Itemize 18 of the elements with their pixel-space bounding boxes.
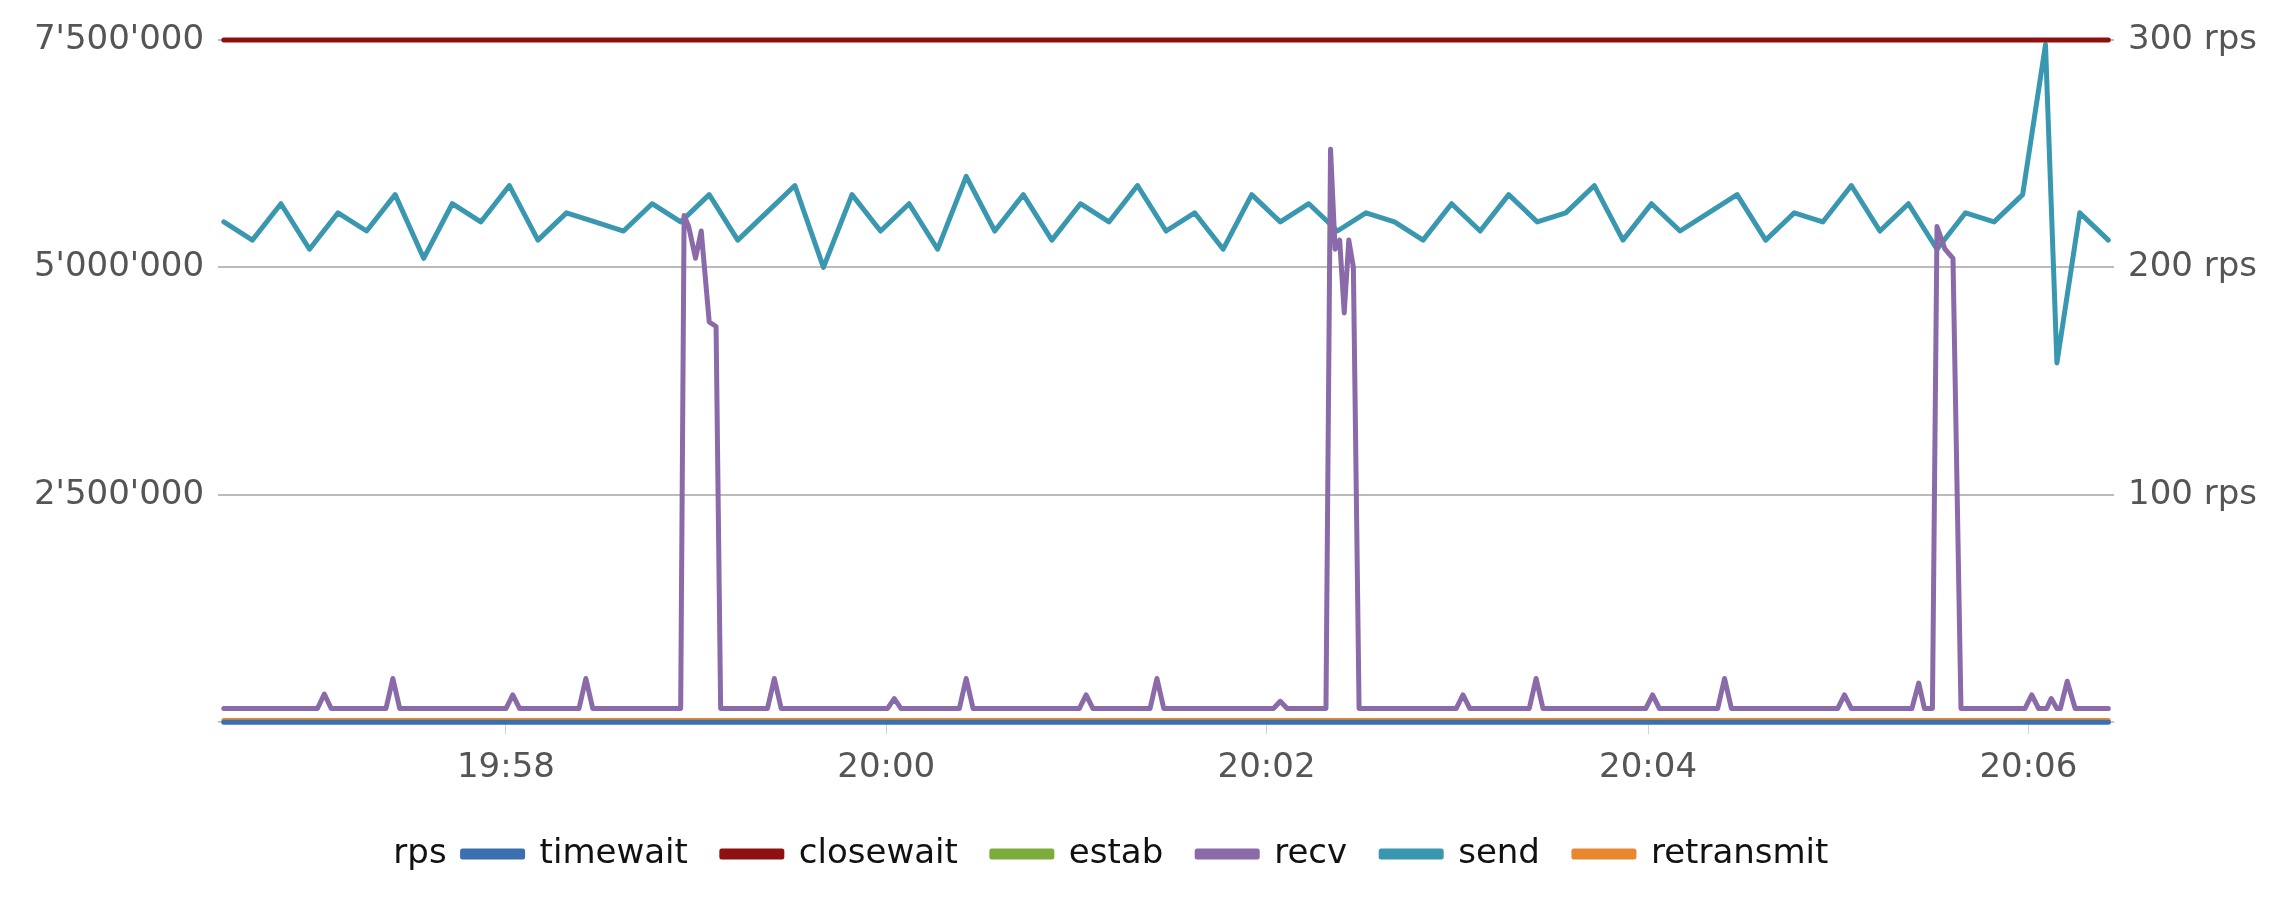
- legend-label: closewait: [798, 830, 958, 871]
- legend-label: estab: [1068, 830, 1164, 871]
- x-tick-label: 20:06: [1979, 745, 2078, 786]
- legend-label: retransmit: [1650, 830, 1829, 871]
- y-tick-label: 2'500'000: [33, 471, 205, 512]
- legend-label: recv: [1274, 830, 1348, 871]
- legend-title: rps: [393, 830, 447, 871]
- y2-tick-label: 200 rps: [2128, 244, 2258, 285]
- x-tick-label: 20:02: [1217, 745, 1316, 786]
- x-tick-label: 20:04: [1599, 745, 1698, 786]
- legend-label: send: [1458, 830, 1540, 871]
- x-tick-label: 19:58: [456, 745, 555, 786]
- y-tick-label: 5'000'000: [33, 244, 205, 285]
- y2-tick-label: 300 rps: [2128, 16, 2258, 57]
- legend-label: timewait: [539, 830, 688, 871]
- x-tick-label: 20:00: [837, 745, 936, 786]
- y2-tick-label: 100 rps: [2128, 471, 2258, 512]
- y-tick-label: 7'500'000: [33, 16, 205, 57]
